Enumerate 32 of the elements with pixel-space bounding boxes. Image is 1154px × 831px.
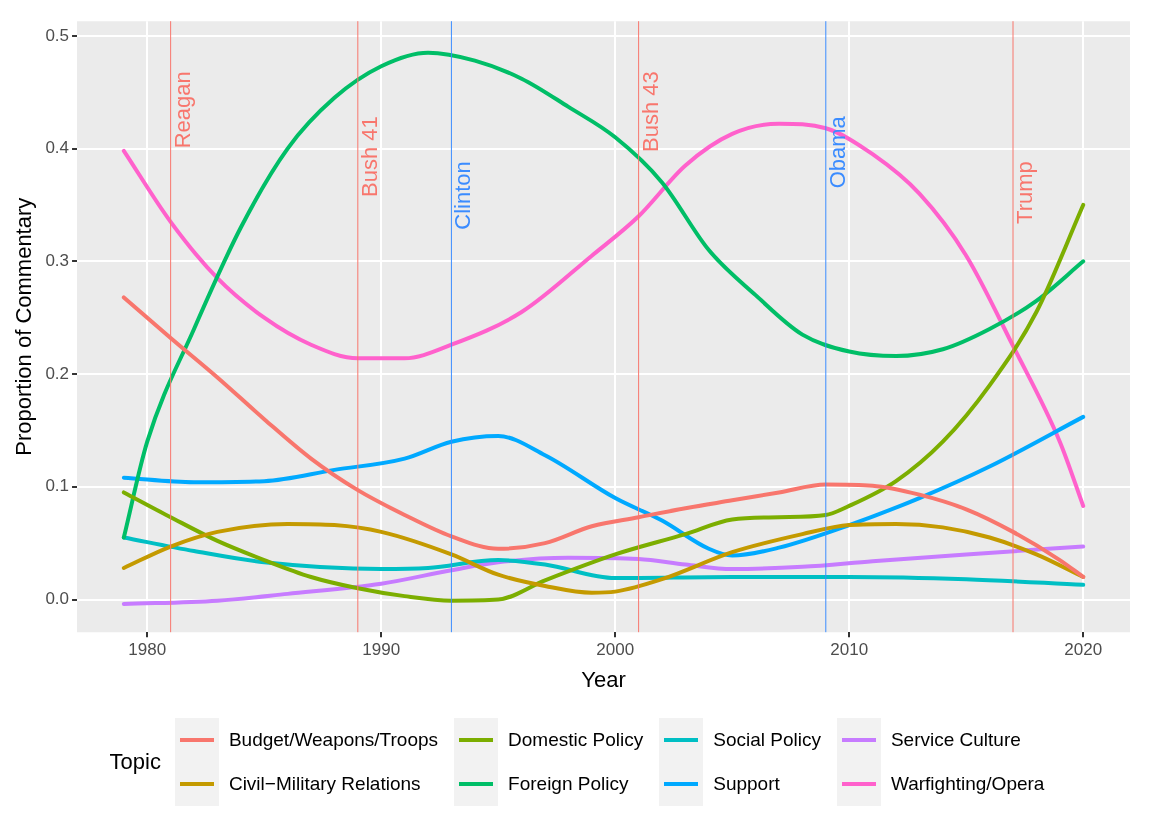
legend-title: Topic <box>109 749 161 775</box>
x-tick-label: 2010 <box>830 640 869 660</box>
line-series <box>121 544 1086 607</box>
legend-label: Social Policy <box>713 729 821 751</box>
line-series <box>121 414 1086 558</box>
ref-line-label: Bush 43 <box>637 71 663 152</box>
y-tick-label: 0.5 <box>45 25 70 45</box>
ref-line-label: Obama <box>824 115 850 189</box>
x-tick-label: 1990 <box>362 640 401 660</box>
x-axis-title: Year <box>581 666 626 692</box>
x-tick-label: 2000 <box>596 640 635 660</box>
ref-line-label: Reagan <box>169 71 195 149</box>
legend-label: Domestic Policy <box>508 729 644 751</box>
ref-line-label: Bush 41 <box>356 116 382 197</box>
y-axis-title: Proportion of Commentary <box>11 197 37 456</box>
legend-label: Warfighting/Opera <box>890 773 1045 795</box>
line-series <box>121 535 1086 587</box>
line-series <box>121 50 1086 540</box>
x-tick-label: 1980 <box>128 640 167 660</box>
ref-line-label: Trump <box>1012 161 1038 224</box>
legend-label: Foreign Policy <box>508 773 629 795</box>
legend-label: Service Culture <box>890 729 1021 751</box>
y-tick-label: 0.2 <box>45 363 70 383</box>
y-tick-label: 0.3 <box>45 251 70 270</box>
y-tick-label: 0.0 <box>45 589 70 609</box>
legend-label: Civil−Military Relations <box>228 773 421 795</box>
legend-label: Budget/Weapons/Troops <box>228 729 439 751</box>
legend-label: Support <box>713 773 780 795</box>
ref-line-label: Clinton <box>450 161 476 230</box>
x-tick-label: 2020 <box>1064 640 1103 660</box>
y-tick-label: 0.1 <box>45 476 70 496</box>
y-tick-label: 0.4 <box>45 138 70 158</box>
